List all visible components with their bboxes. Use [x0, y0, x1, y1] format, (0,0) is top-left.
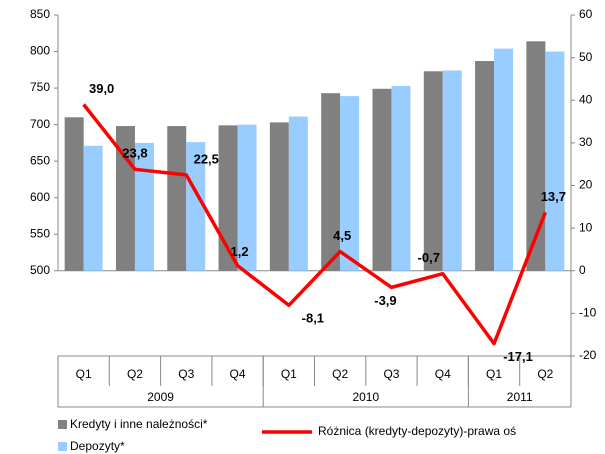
y-tick-label: 850 — [30, 7, 50, 21]
line — [82, 103, 547, 346]
data-label: -8,1 — [302, 311, 324, 326]
bar — [269, 122, 289, 271]
data-label: -17,1 — [503, 349, 533, 364]
y-tick-label: 800 — [30, 44, 50, 58]
bar — [288, 116, 308, 271]
x-tick-label: Q4 — [230, 367, 246, 381]
x-tick-label: Q3 — [383, 367, 399, 381]
bar — [526, 41, 546, 271]
bar — [167, 126, 187, 271]
data-label: 39,0 — [89, 81, 114, 96]
bar — [83, 145, 103, 271]
y-tick-label: 750 — [30, 80, 50, 94]
y-tick-label: 700 — [30, 117, 50, 131]
y-tick-label: 500 — [30, 263, 50, 277]
data-label: -0,7 — [418, 250, 440, 265]
bar — [237, 124, 257, 271]
group-label: 2010 — [352, 390, 379, 404]
bar — [64, 117, 84, 271]
x-tick-label: Q3 — [178, 367, 194, 381]
data-label: 4,5 — [333, 228, 351, 243]
bar — [218, 125, 238, 271]
group-label: 2009 — [147, 390, 174, 404]
x-tick-label: Q2 — [332, 367, 348, 381]
bar — [494, 48, 514, 271]
legend-swatch — [58, 420, 67, 429]
legend-label: Kredyty i inne należności* — [70, 417, 208, 431]
x-tick-label: Q1 — [281, 367, 297, 381]
y2-tick-label: 50 — [579, 50, 593, 64]
y2-tick-label: -20 — [579, 348, 597, 362]
data-label: 22,5 — [194, 151, 219, 166]
bar — [134, 142, 154, 271]
y2-tick-label: 0 — [579, 263, 586, 277]
data-label: 1,2 — [231, 244, 249, 259]
x-tick-label: Q4 — [435, 367, 451, 381]
legend-swatch — [58, 442, 67, 451]
bar — [545, 51, 565, 271]
bar — [475, 61, 495, 271]
bar — [442, 70, 462, 271]
legend-label: Depozyty* — [70, 439, 125, 453]
y-tick-label: 550 — [30, 226, 50, 240]
data-label: 23,8 — [122, 146, 147, 161]
y2-tick-label: -10 — [579, 306, 597, 320]
y2-tick-label: 20 — [579, 178, 593, 192]
data-label: 13,7 — [541, 189, 566, 204]
y2-tick-label: 40 — [579, 92, 593, 106]
x-tick-label: Q2 — [537, 367, 553, 381]
x-tick-label: Q2 — [127, 367, 143, 381]
bar — [391, 85, 411, 271]
bar — [321, 93, 341, 271]
y2-tick-label: 10 — [579, 220, 593, 234]
y-tick-label: 600 — [30, 190, 50, 204]
x-tick-label: Q1 — [76, 367, 92, 381]
group-label: 2011 — [507, 390, 533, 404]
legend-label: Różnica (kredyty-depozyty)-prawa oś — [318, 424, 516, 438]
y2-tick-label: 30 — [579, 135, 593, 149]
bar — [186, 142, 206, 271]
bar — [372, 88, 392, 271]
y2-tick-label: 60 — [579, 7, 593, 21]
bar — [340, 96, 360, 271]
y-tick-label: 650 — [30, 153, 50, 167]
x-tick-label: Q1 — [486, 367, 502, 381]
bar — [423, 71, 443, 271]
data-label: -3,9 — [374, 293, 396, 308]
